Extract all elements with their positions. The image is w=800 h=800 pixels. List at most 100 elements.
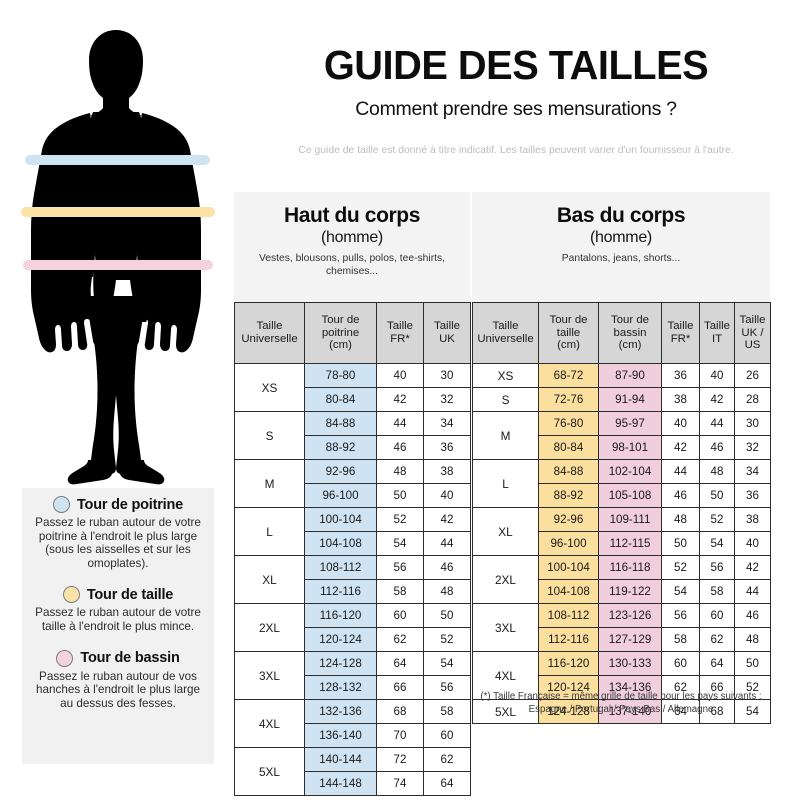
cell-it: 64 — [699, 651, 735, 676]
cell-fr: 48 — [376, 459, 424, 484]
table-row: 4XL 132-136 68 58 — [234, 699, 471, 748]
cell-hips: 105-108 — [598, 483, 662, 508]
cell-fr: 66 — [376, 675, 424, 700]
column-header-line: (cm) — [618, 339, 642, 352]
lower-body-size-table: Taille Universelle Tour de taille (cm) Tour d… — [472, 302, 771, 724]
upper-body-subtitle: (homme) — [321, 229, 383, 246]
cell-fr: 52 — [661, 555, 700, 580]
column-header-line: Taille — [492, 320, 519, 333]
page-header: GUIDE DES TAILLES Comment prendre ses me… — [232, 0, 800, 156]
cell-hips: 109-111 — [598, 507, 662, 532]
column-header-line: US — [744, 339, 761, 352]
cell-fr: 74 — [376, 771, 424, 796]
footnote-line-1: (*) Taille Française = même grille de ta… — [480, 691, 762, 702]
cell-fr: 60 — [661, 651, 700, 676]
cell-fr: 68 — [376, 699, 424, 724]
size-label-cell: M — [234, 459, 305, 508]
cell-uk: 42 — [423, 507, 471, 532]
table-row: M 76-80 95-97 40 44 30 — [472, 411, 771, 460]
table-row: 4XL 116-120 130-133 60 64 50 — [472, 651, 771, 700]
cell-waist: 84-88 — [538, 459, 599, 484]
column-header-line: Tour de — [321, 314, 360, 327]
legend-chest-title: Tour de poitrine — [76, 496, 184, 513]
size-label-cell: L — [234, 507, 305, 556]
cell-hips: 127-129 — [598, 627, 662, 652]
size-label-cell: L — [472, 459, 539, 508]
cell-hips: 137-140 — [598, 699, 662, 724]
cell-chest: 136-140 — [304, 723, 377, 748]
column-header-line: taille — [556, 326, 581, 339]
cell-fr: 54 — [661, 579, 700, 604]
column-header-line: Taille — [387, 320, 413, 333]
table-row: 144-148 74 64 — [235, 771, 471, 796]
legend-chest-header: Tour de poitrine — [28, 496, 208, 513]
table-row: 80-84 98-101 42 46 32 — [473, 435, 771, 460]
cell-fr: 72 — [376, 747, 424, 772]
cell-fr: 62 — [376, 627, 424, 652]
cell-it: 66 — [699, 675, 735, 700]
size-label-cell: XS — [234, 363, 305, 412]
cell-fr: 38 — [661, 387, 700, 412]
cell-it: 48 — [699, 459, 735, 484]
cell-fr: 58 — [376, 579, 424, 604]
cell-chest: 140-144 — [304, 747, 377, 772]
chest-color-dot-icon — [52, 496, 70, 513]
size-label-cell: 3XL — [472, 603, 539, 652]
cell-fr: 64 — [376, 651, 424, 676]
cell-fr: 58 — [661, 627, 700, 652]
cell-uk_us: 42 — [734, 555, 771, 580]
table-row: 3XL 124-128 64 54 — [234, 651, 471, 700]
footnote-line-2: Espagne / Portugal / Pays Bas / Allemagn… — [528, 704, 714, 715]
lower-body-table-head: Taille Universelle Tour de taille (cm) Tour d… — [472, 302, 771, 364]
cell-uk: 30 — [423, 363, 471, 388]
size-label-cell: 3XL — [234, 651, 305, 700]
cell-uk_us: 32 — [734, 435, 771, 460]
legend-waist-title: Tour de taille — [86, 586, 174, 603]
upper-body-size-table: Taille Universelle Tour de poitrine (cm) Tail… — [234, 302, 471, 796]
table-row: 80-84 42 32 — [235, 387, 471, 412]
column-header-line: (cm) — [557, 339, 580, 352]
size-label-cell: M — [472, 411, 539, 460]
column-header-0: Taille Universelle — [234, 302, 305, 364]
legend-item-chest: Tour de poitrine Passez le ruban autour … — [28, 496, 208, 570]
legend-waist-header: Tour de taille — [28, 586, 208, 604]
cell-fr: 56 — [376, 555, 424, 580]
table-row: S 72-76 91-94 38 42 28 — [472, 387, 771, 412]
table-row: XS 78-80 40 30 — [234, 363, 471, 412]
cell-fr: 36 — [661, 363, 700, 388]
cell-waist: 88-92 — [538, 483, 599, 508]
table-row: 2XL 100-104 116-118 52 56 42 — [472, 555, 771, 604]
cell-uk: 54 — [423, 651, 471, 676]
cell-chest: 124-128 — [304, 651, 377, 676]
cell-hips: 87-90 — [598, 363, 662, 388]
page-title: GUIDE DES TAILLES — [323, 42, 709, 88]
size-label-cell: 2XL — [472, 555, 539, 604]
lower-body-description: Pantalons, jeans, shorts... — [561, 253, 681, 264]
cell-uk: 64 — [423, 771, 471, 796]
column-header-line: Tour de — [549, 314, 588, 327]
column-header-5: Taille UK / US — [734, 302, 771, 364]
table-row: 5XL 140-144 72 62 — [234, 747, 471, 796]
cell-it: 52 — [699, 507, 735, 532]
cell-hips: 112-115 — [598, 531, 662, 556]
cell-waist: 68-72 — [538, 363, 599, 388]
cell-uk_us: 48 — [734, 627, 771, 652]
cell-it: 58 — [699, 579, 735, 604]
column-header-line: Taille — [704, 320, 730, 333]
cell-uk: 62 — [423, 747, 471, 772]
silhouette-figure — [31, 30, 201, 485]
cell-uk: 32 — [423, 387, 471, 412]
column-header-line: FR* — [670, 333, 691, 345]
cell-uk: 40 — [423, 483, 471, 508]
cell-fr: 40 — [661, 411, 700, 436]
cell-uk_us: 46 — [734, 603, 771, 628]
column-header-line: poitrine — [321, 326, 360, 339]
cell-fr: 42 — [661, 435, 700, 460]
cell-fr: 60 — [376, 603, 424, 628]
cell-hips: 98-101 — [598, 435, 662, 460]
cell-uk: 58 — [423, 699, 471, 724]
page-subtitle: Comment prendre ses mensurations ? — [355, 98, 677, 120]
legend-chest-description: Passez le ruban autour de votre poitrine… — [35, 516, 201, 570]
cell-waist: 76-80 — [538, 411, 599, 436]
cell-chest: 120-124 — [304, 627, 377, 652]
